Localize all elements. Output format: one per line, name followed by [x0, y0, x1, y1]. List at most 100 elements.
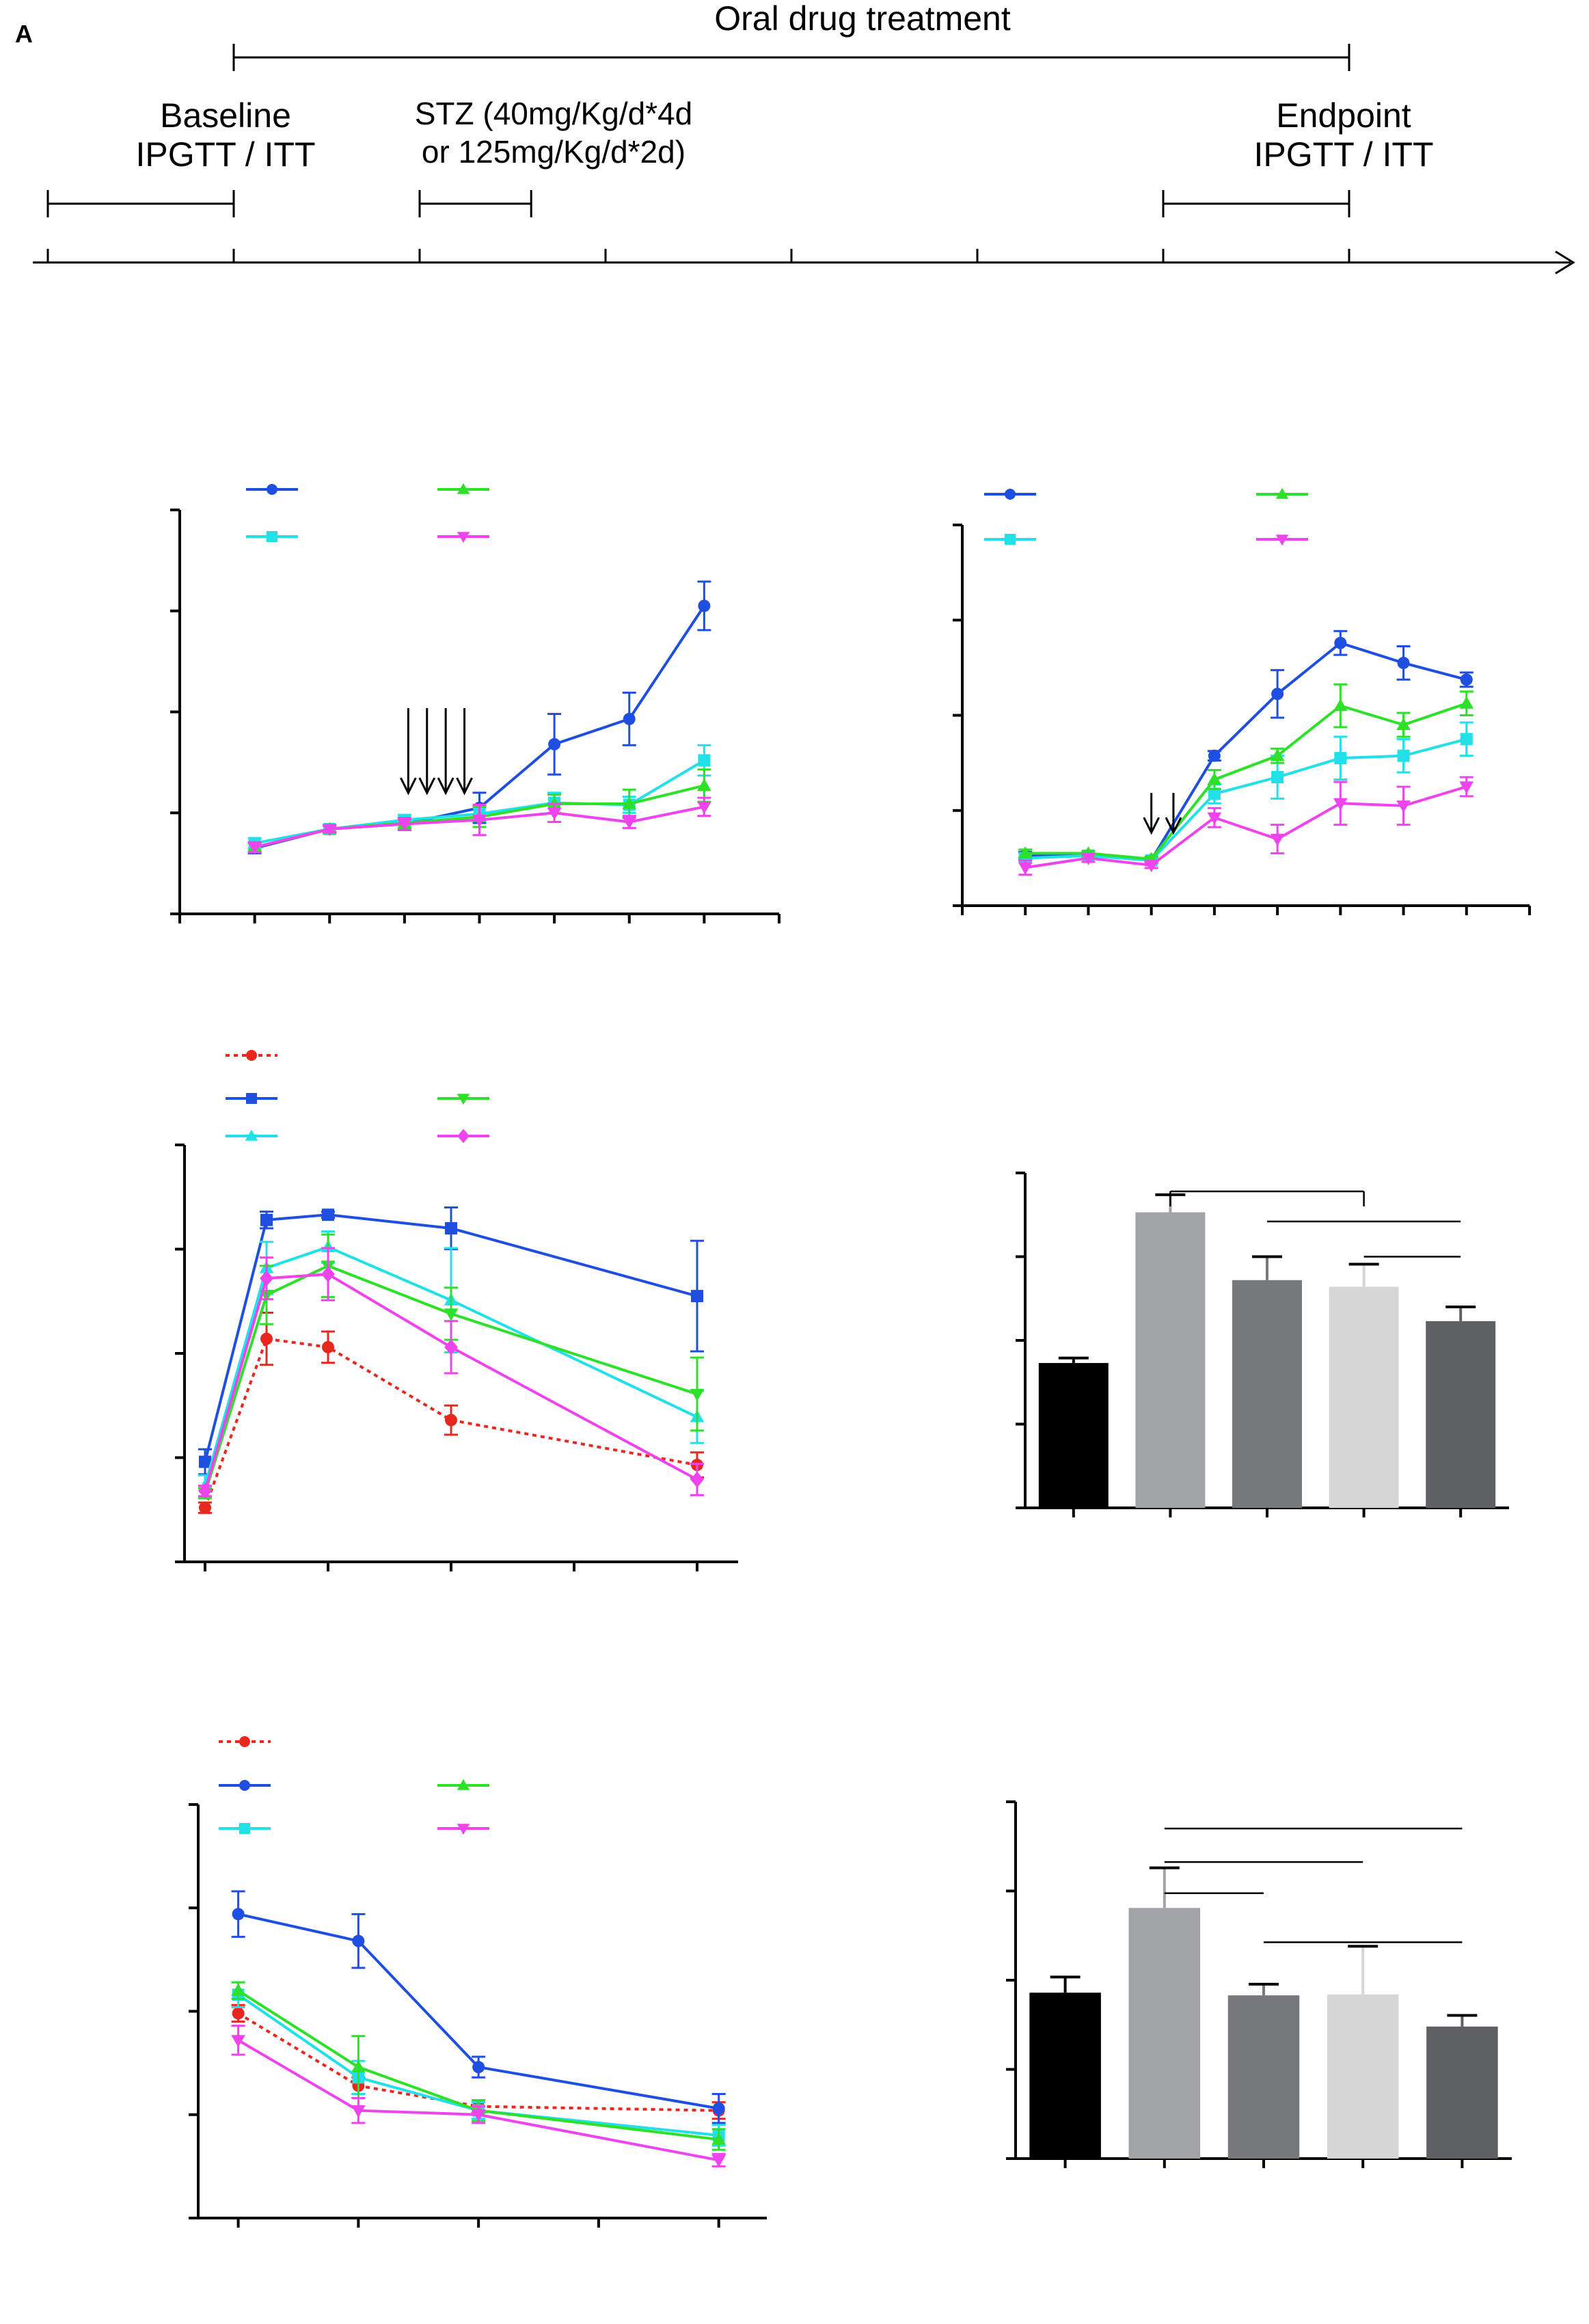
data-point [444, 1308, 459, 1321]
data-point [247, 841, 262, 854]
data-point [1334, 752, 1347, 765]
bar-water [1135, 1193, 1206, 1508]
bar-baseline [1038, 1356, 1109, 1508]
legend-item-baseline [219, 1736, 271, 1747]
data-point [547, 807, 562, 820]
legend-item-hd-stz-sita [1256, 487, 1308, 499]
data-point [1333, 798, 1348, 811]
data-point [622, 796, 637, 809]
bar [1038, 1363, 1109, 1508]
data-point [1018, 846, 1033, 859]
bar-gaba-sita [1426, 2014, 1498, 2159]
series-gaba-sita [198, 1247, 704, 1499]
stz-span [418, 190, 532, 217]
panel-e-chart [1016, 1172, 1509, 1517]
legend-item-water [219, 1780, 271, 1791]
data-point [351, 2105, 366, 2118]
bar-gaba [1227, 1982, 1300, 2159]
legend-item-gaba [219, 1823, 271, 1834]
data-point [472, 2061, 485, 2074]
data-point [1271, 771, 1284, 784]
panel-c-chart [953, 487, 1531, 915]
series-hd-stz-gaba [1018, 721, 1473, 867]
series-line [237, 2039, 720, 2162]
series-line [237, 1989, 719, 2141]
legend-marker [246, 1050, 257, 1061]
bar [1135, 1212, 1206, 1508]
panel-d-chart [175, 1050, 738, 1571]
bar [1128, 1908, 1201, 2159]
data-point [321, 1266, 335, 1282]
data-point [1397, 749, 1410, 762]
legend-item-baseline [226, 1050, 277, 1061]
series-water [231, 1890, 726, 2124]
endpoint-span [1162, 190, 1350, 217]
treatment-span [232, 44, 1350, 71]
legend-marker [1005, 534, 1016, 545]
bar-sita [1329, 1262, 1399, 1508]
data-point [697, 779, 711, 792]
legend-marker [239, 1780, 250, 1791]
data-point [697, 801, 711, 814]
data-point [1208, 749, 1221, 762]
data-point [1459, 781, 1474, 794]
legend-item-gaba-sita [437, 1129, 489, 1144]
legend-item-hd-stz-gaba [984, 534, 1036, 545]
bar [1227, 1995, 1300, 2159]
bar-baseline [1029, 1975, 1101, 2159]
endpoint-label-line1: Endpoint [1276, 96, 1411, 135]
data-point [623, 712, 636, 725]
stz-arrow-head [418, 777, 436, 796]
legend-marker [457, 1779, 470, 1790]
timeline-panel: A Oral drug treatment Baseline IPGTT / I… [15, 0, 1575, 275]
data-point [199, 1455, 211, 1468]
series-gaba-sita [247, 796, 711, 854]
data-point [1459, 696, 1474, 709]
data-point [1397, 656, 1410, 669]
data-point [1208, 787, 1221, 800]
data-point [1460, 733, 1473, 746]
data-point [444, 1339, 458, 1355]
timeline-arrowhead [1555, 250, 1575, 275]
bar [1329, 1286, 1399, 1508]
data-point [690, 1471, 704, 1488]
data-point [698, 599, 711, 612]
data-point [1144, 860, 1159, 873]
legend-item-water [246, 484, 298, 495]
data-point [260, 1270, 273, 1286]
bar [1426, 2026, 1498, 2159]
data-point [712, 2102, 725, 2115]
legend-marker [457, 1824, 470, 1835]
bar [1327, 1994, 1399, 2159]
data-point [471, 2109, 486, 2122]
significance-bracket [1169, 1190, 1365, 1206]
panel-label-a: A [15, 20, 33, 48]
series-line [1025, 738, 1467, 862]
legend-item-sita [437, 1779, 489, 1790]
endpoint-label-line2: IPGTT / ITT [1254, 135, 1434, 174]
data-point [198, 1483, 212, 1499]
data-point [1460, 673, 1473, 686]
data-point [472, 814, 487, 827]
legend-item-hd-stz-water [984, 489, 1036, 500]
data-point [548, 738, 561, 751]
series-line [238, 1913, 720, 2110]
panel-b-chart [170, 483, 780, 923]
stz-arrow-head [400, 777, 417, 796]
series-line [1025, 702, 1467, 861]
data-point [1271, 688, 1284, 701]
data-point [1333, 699, 1348, 712]
data-point [445, 1222, 457, 1234]
data-point [352, 1934, 365, 1947]
data-point [690, 1388, 705, 1401]
stz-arrow-head [1143, 817, 1160, 835]
data-point [322, 824, 337, 837]
data-point [698, 754, 711, 767]
legend-item-water [226, 1093, 277, 1104]
data-point [322, 1208, 334, 1221]
bar-sita [1327, 1945, 1399, 2159]
data-point [231, 2035, 245, 2048]
legend-marker [246, 1093, 257, 1104]
data-point [1396, 800, 1411, 813]
